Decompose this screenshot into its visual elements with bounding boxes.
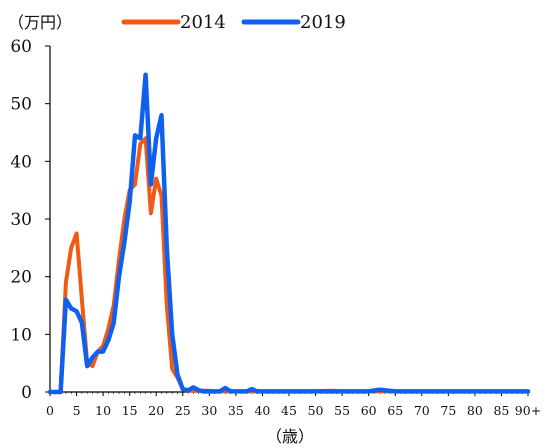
x-tick-label: 10 [95, 403, 111, 418]
y-tick-label: 10 [10, 325, 32, 345]
x-tick-label: 45 [281, 403, 297, 418]
y-tick-label: 30 [10, 210, 32, 230]
x-tick-label: 0 [46, 403, 54, 418]
x-tick-label: 70 [414, 403, 430, 418]
y-tick-label: 60 [10, 37, 32, 57]
x-axis-label: （歳） [266, 427, 314, 446]
x-tick-label: 15 [122, 403, 138, 418]
y-tick-label: 50 [10, 95, 32, 115]
x-tick-label: 90+ [515, 403, 541, 418]
x-tick-label: 75 [440, 403, 456, 418]
legend-label-2019: 2019 [300, 12, 346, 33]
x-tick-label: 85 [493, 403, 509, 418]
y-axis-unit-label: （万円） [8, 13, 72, 32]
x-tick-label: 55 [334, 403, 350, 418]
x-tick-label: 80 [467, 403, 483, 418]
y-tick-label: 20 [10, 268, 32, 288]
y-tick-label: 40 [10, 152, 32, 172]
y-tick-labels: 0 10 20 30 40 50 60 [10, 37, 32, 403]
x-tick-label: 50 [308, 403, 324, 418]
x-tick-label: 40 [254, 403, 270, 418]
legend: 2014 2019 [121, 12, 346, 33]
axes [45, 45, 529, 396]
x-tick-label: 25 [175, 403, 191, 418]
series-line-2019 [47, 72, 531, 395]
x-tick-label: 30 [201, 403, 217, 418]
legend-label-2014: 2014 [180, 12, 226, 33]
x-tick-label: 65 [387, 403, 403, 418]
x-tick-label: 5 [73, 403, 81, 418]
series-lines [47, 72, 531, 395]
x-tick-labels: 0 5 10 15 20 25 30 35 40 45 50 55 60 65 70 75 80 85 90+ [46, 403, 541, 418]
x-tick-label: 20 [148, 403, 164, 418]
x-tick-label: 35 [228, 403, 244, 418]
x-tick-label: 60 [361, 403, 377, 418]
y-tick-label: 0 [21, 383, 32, 403]
